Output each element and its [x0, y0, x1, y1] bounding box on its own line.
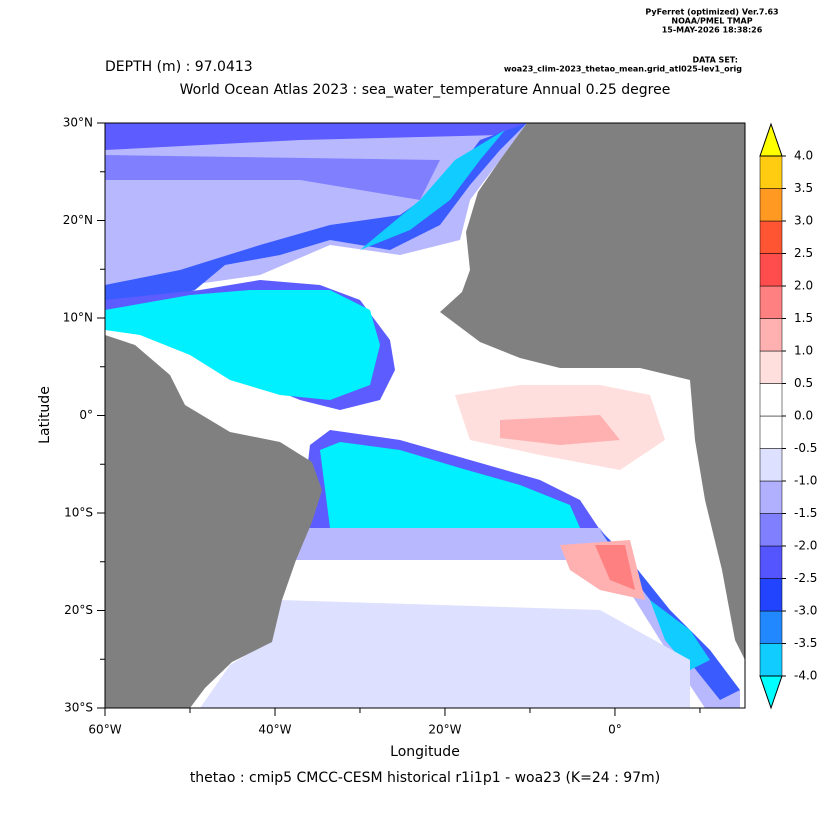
field-patch [360, 130, 505, 250]
y-tick-label: 20°N [63, 213, 93, 227]
x-axis-label: Longitude [390, 744, 460, 760]
x-tick-label: 40°W [258, 723, 291, 737]
header-line: NOAA/PMEL TMAP [671, 17, 752, 26]
colorbar-under [759, 675, 783, 710]
colorbar-label: 4.0 [794, 149, 813, 163]
caption: thetao : cmip5 CMCC-CESM historical r1i1… [190, 770, 660, 786]
colorbar-label: -3.0 [794, 604, 817, 618]
field-patch [320, 442, 580, 528]
colorbar-band [759, 253, 783, 287]
colorbar-band [759, 415, 783, 449]
colorbar-band [759, 578, 783, 612]
colorbar-band [759, 610, 783, 644]
field-patch [500, 415, 620, 445]
colorbar-band [759, 643, 783, 677]
colorbar-band [759, 285, 783, 319]
colorbar-band [759, 383, 783, 417]
field-patch [105, 123, 527, 300]
y-tick-label: 10°N [63, 311, 93, 325]
colorbar-band [759, 545, 783, 579]
colorbar-label: 3.5 [794, 181, 813, 195]
header-line: 15-MAY-2026 18:38:26 [662, 26, 763, 35]
colorbar-band [759, 513, 783, 547]
field-patch [105, 155, 440, 200]
colorbar-label: 0.0 [794, 409, 813, 423]
x-tick-label: 0° [608, 723, 622, 737]
colorbar-label: 1.5 [794, 311, 813, 325]
y-tick-label: 30°N [63, 116, 93, 130]
colorbar-label: 1.0 [794, 344, 813, 358]
colorbar-label: -4.0 [794, 669, 817, 683]
y-axis-label: Latitude [37, 386, 53, 444]
colorbar-label: -2.0 [794, 539, 817, 553]
colorbar-band [759, 188, 783, 222]
field-patch [200, 600, 690, 708]
colorbar-label: 0.5 [794, 376, 813, 390]
chart-title: World Ocean Atlas 2023 : sea_water_tempe… [180, 82, 671, 98]
header-line: PyFerret (optimized) Ver.7.63 [645, 8, 778, 17]
colorbar-label: -3.5 [794, 636, 817, 650]
dataset: woa23_clim-2023_thetao_mean.grid_atl025-… [504, 65, 742, 74]
y-tick-label: 0° [79, 408, 93, 422]
colorbar-label: -1.0 [794, 474, 817, 488]
colorbar-over [759, 122, 783, 157]
field-patch [595, 545, 635, 590]
land [440, 123, 745, 660]
dataset-label: DATA SET: [693, 56, 738, 65]
colorbar-band [759, 448, 783, 482]
x-tick-label: 60°W [88, 723, 121, 737]
y-tick-label: 20°S [64, 603, 93, 617]
colorbar-label: -1.5 [794, 506, 817, 520]
colorbar-label: -2.5 [794, 571, 817, 585]
colorbar-label: 3.0 [794, 214, 813, 228]
colorbar-band [759, 220, 783, 254]
map-field [104, 122, 746, 709]
x-tick-label: 20°W [428, 723, 461, 737]
colorbar-label: -0.5 [794, 441, 817, 455]
colorbar-band [759, 318, 783, 352]
colorbar-band [759, 350, 783, 384]
land [105, 335, 322, 708]
field-patch [105, 290, 380, 400]
colorbar-label: 2.0 [794, 279, 813, 293]
y-tick-label: 30°S [64, 701, 93, 715]
colorbar-band [759, 480, 783, 514]
subtitle: DEPTH (m) : 97.0413 [105, 59, 253, 75]
y-tick-label: 10°S [64, 506, 93, 520]
field-patch [650, 600, 710, 670]
colorbar-band [759, 155, 783, 189]
field-patch [105, 123, 527, 150]
colorbar-label: 2.5 [794, 246, 813, 260]
